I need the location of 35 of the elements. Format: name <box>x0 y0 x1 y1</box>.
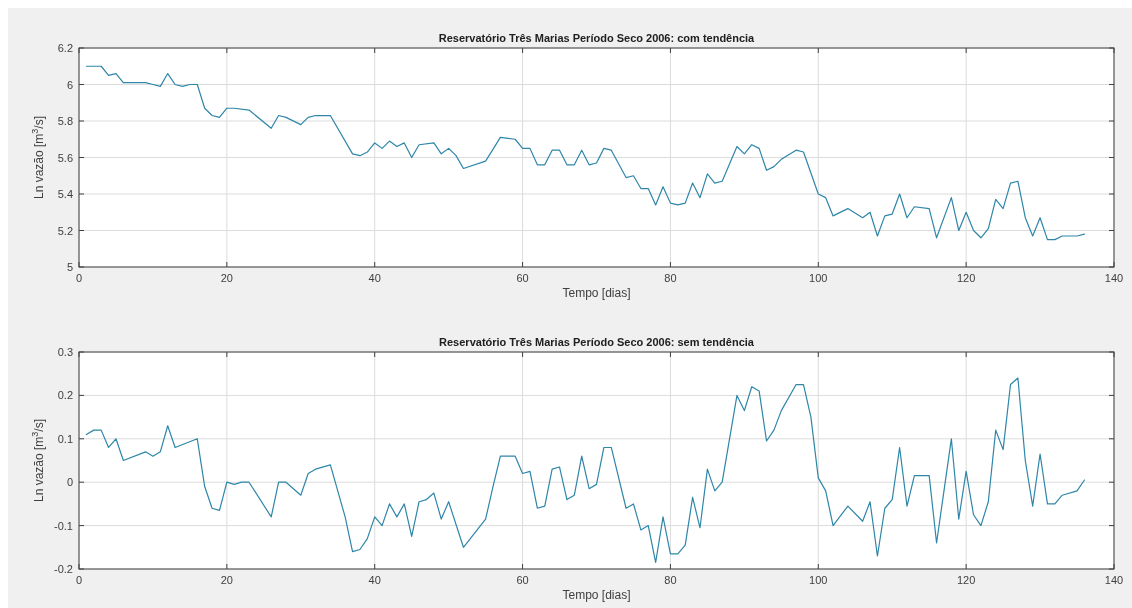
y-tick-label: 6 <box>66 78 73 91</box>
x-tick-label: 40 <box>368 574 381 586</box>
y-tick-label: 5.8 <box>57 115 73 127</box>
x-tick-label: 80 <box>664 272 677 284</box>
y-tick-label: 0.1 <box>57 432 73 445</box>
x-tick-label: 120 <box>956 574 976 586</box>
y-tick-label: 6.2 <box>57 42 73 54</box>
x-tick-label: 0 <box>75 574 83 586</box>
x-axis-title: Tempo [dias] <box>562 286 631 300</box>
y-tick-label: 5 <box>66 261 73 273</box>
y-tick-label: 0 <box>66 476 73 489</box>
x-tick-label: 80 <box>664 574 677 586</box>
x-tick-label: 20 <box>220 574 233 586</box>
x-tick-label: 20 <box>220 272 233 284</box>
x-tick-label: 100 <box>809 574 828 586</box>
x-tick-label: 0 <box>75 272 83 284</box>
x-tick-label: 140 <box>1104 574 1124 586</box>
x-tick-label: 120 <box>956 272 976 284</box>
y-tick-label: -0.2 <box>54 563 73 575</box>
x-tick-label: 100 <box>809 272 828 284</box>
y-tick-label: 0.3 <box>57 346 73 358</box>
y-tick-label: 5.6 <box>57 151 73 164</box>
x-tick-label: 60 <box>516 574 529 586</box>
y-tick-label: 0.2 <box>57 389 73 402</box>
y-tick-label: 5.4 <box>57 188 73 200</box>
x-axis-title: Tempo [dias] <box>562 588 631 602</box>
chart-title: Reservatório Três Marias Período Seco 2006: sem tendência <box>439 336 755 348</box>
chart-title: Reservatório Três Marias Período Seco 2006: com tendência <box>438 32 756 44</box>
x-tick-label: 60 <box>516 272 529 284</box>
y-tick-label: 5.2 <box>57 224 73 237</box>
line-series <box>85 65 1086 241</box>
x-tick-label: 140 <box>1104 272 1124 284</box>
line-series <box>85 377 1086 564</box>
y-tick-label: -0.1 <box>54 519 73 532</box>
x-tick-label: 40 <box>368 272 381 284</box>
